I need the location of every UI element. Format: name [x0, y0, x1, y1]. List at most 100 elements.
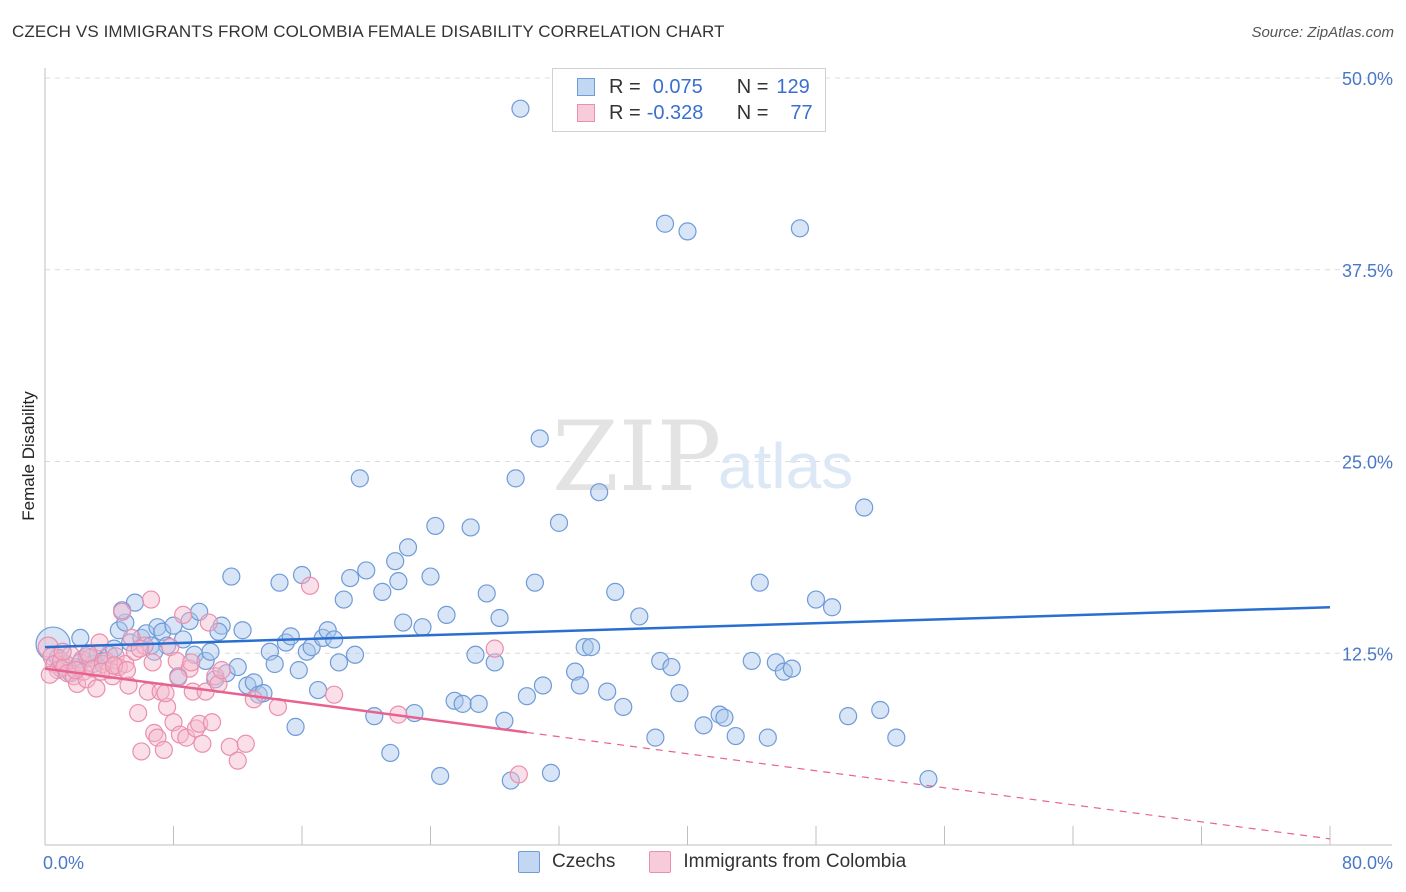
colombia-point [157, 697, 177, 717]
czech-point [477, 584, 496, 603]
czech-point [506, 469, 525, 488]
trend-lines [44, 605, 1331, 840]
czech-point [469, 694, 488, 713]
y-tick-label: 37.5% [1342, 261, 1393, 281]
colombia-point [485, 639, 504, 658]
czech-point [530, 429, 549, 448]
colombia-point [177, 728, 196, 747]
czech-point [742, 651, 761, 671]
czech-point [373, 582, 392, 601]
colombia-n-value: 77 [790, 101, 813, 124]
colombia-point [300, 576, 320, 595]
colombia-point [135, 636, 154, 655]
czech-point [855, 498, 874, 517]
czech-point [715, 708, 734, 727]
colombia-point [129, 703, 148, 723]
colombia-point [244, 690, 263, 709]
colombia-point [117, 661, 137, 680]
czech-point [426, 516, 445, 536]
colombia-point [130, 639, 149, 658]
y-tick-label: 25.0% [1342, 453, 1393, 473]
colombia-legend-label: Immigrants from Colombia [683, 851, 907, 872]
czechs-legend-swatch [518, 851, 540, 873]
czech-point [334, 590, 353, 609]
czech-point [822, 598, 842, 617]
czech-point [461, 518, 480, 537]
czech-point [381, 743, 400, 763]
legend-row-czech: R = 0.075 N = 129 [577, 75, 810, 99]
czech-point [806, 590, 826, 609]
czech-point [228, 657, 247, 677]
colombia-r-label: R = [609, 101, 641, 124]
colombia-point [193, 734, 212, 753]
czech-point [329, 653, 349, 672]
czech-point [726, 726, 745, 746]
czech-point [233, 621, 252, 640]
czech-point [565, 662, 585, 681]
czech-point [413, 618, 432, 637]
czech-point [887, 728, 906, 747]
czech-point [431, 766, 450, 786]
czech-point [466, 645, 485, 664]
czech-point [153, 622, 172, 641]
czech-point [575, 638, 594, 657]
czech-n-value: 129 [776, 75, 810, 98]
colombia-point [202, 713, 222, 732]
colombia-points [37, 576, 528, 784]
stats-legend: R = 0.075 N = 129 R = -0.328 N = 77 [552, 68, 826, 132]
czech-point [782, 659, 802, 678]
watermark-zip: ZIP [552, 401, 721, 513]
czech-point [394, 613, 413, 632]
czech-point [541, 763, 561, 783]
colombia-point [141, 590, 161, 609]
czech-point [582, 638, 601, 657]
czech-point [525, 573, 545, 592]
czech-point [517, 687, 536, 706]
czech-point [490, 608, 509, 628]
czech-point [598, 682, 617, 701]
colombia-swatch [577, 104, 595, 122]
czech-point [389, 572, 408, 591]
czech-point [655, 214, 675, 233]
czech-point [750, 573, 769, 592]
czech-point [398, 538, 418, 557]
czech-point [71, 628, 90, 648]
colombia-point [132, 742, 151, 761]
czech-point [286, 717, 305, 736]
czech-point [839, 707, 858, 726]
czech-point [646, 728, 665, 747]
czech-point [570, 676, 589, 695]
colombia-point [106, 647, 125, 666]
czech-point [651, 651, 670, 671]
czech-point [533, 676, 553, 695]
czech-n-label: N = [736, 75, 769, 98]
czech-point [265, 654, 284, 674]
czech-point [710, 705, 729, 724]
czech-point [453, 694, 472, 713]
colombia-point [199, 613, 218, 632]
czech-point [871, 700, 890, 720]
colombia-point [182, 653, 201, 672]
tick-labels: 12.5% 25.0% 37.5% 50.0% 0.0% 80.0% [43, 69, 1393, 873]
czech-point [485, 653, 504, 672]
colombia-point [212, 661, 231, 680]
colombia-point [509, 765, 528, 784]
colombia-point [79, 644, 98, 663]
czech-point [350, 469, 369, 488]
colombia-point [143, 653, 162, 672]
czech-point [630, 607, 649, 626]
colombia-point [236, 734, 255, 753]
y-tick-label: 50.0% [1342, 69, 1393, 89]
colombia-trend-line [44, 667, 528, 734]
czech-r-value: 0.075 [652, 75, 703, 98]
czech-point [670, 684, 689, 703]
czech-point [357, 561, 376, 580]
czech-point [606, 582, 625, 601]
czech-point [662, 657, 681, 677]
czech-point [919, 769, 938, 789]
colombia-trend-extension [526, 731, 1331, 840]
czech-point [614, 697, 633, 717]
czechs-legend-label: Czechs [552, 851, 616, 872]
czech-point [222, 567, 241, 586]
